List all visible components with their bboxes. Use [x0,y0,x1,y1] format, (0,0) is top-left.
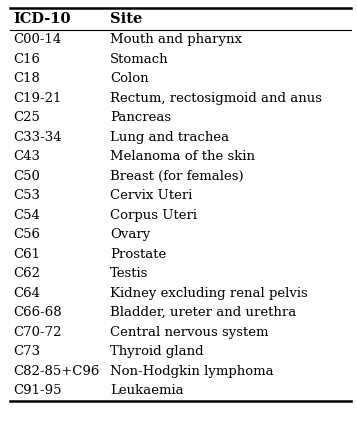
Text: C62: C62 [13,267,40,280]
Text: Kidney excluding renal pelvis: Kidney excluding renal pelvis [110,287,308,300]
Text: Prostate: Prostate [110,248,166,261]
Text: Mouth and pharynx: Mouth and pharynx [110,33,242,46]
Text: Corpus Uteri: Corpus Uteri [110,209,197,222]
Text: C82-85+C96: C82-85+C96 [13,365,99,378]
Text: C91-95: C91-95 [13,384,61,397]
Text: Breast (for females): Breast (for females) [110,170,244,183]
Text: C16: C16 [13,53,40,66]
Text: C00-14: C00-14 [13,33,61,46]
Text: Bladder, ureter and urethra: Bladder, ureter and urethra [110,306,296,319]
Text: Central nervous system: Central nervous system [110,326,269,339]
Text: Rectum, rectosigmoid and anus: Rectum, rectosigmoid and anus [110,92,322,105]
Text: Stomach: Stomach [110,53,169,66]
Text: Melanoma of the skin: Melanoma of the skin [110,150,255,163]
Text: Cervix Uteri: Cervix Uteri [110,189,192,202]
Text: C50: C50 [13,170,40,183]
Text: Lung and trachea: Lung and trachea [110,131,229,144]
Text: Leukaemia: Leukaemia [110,384,184,397]
Text: C61: C61 [13,248,40,261]
Text: C70-72: C70-72 [13,326,61,339]
Text: C43: C43 [13,150,40,163]
Text: Non-Hodgkin lymphoma: Non-Hodgkin lymphoma [110,365,274,378]
Text: C18: C18 [13,72,40,85]
Text: Site: Site [110,12,142,26]
Text: C19-21: C19-21 [13,92,61,105]
Text: C33-34: C33-34 [13,131,62,144]
Text: C64: C64 [13,287,40,300]
Text: C53: C53 [13,189,40,202]
Text: C66-68: C66-68 [13,306,62,319]
Text: C25: C25 [13,111,40,124]
Text: ICD-10: ICD-10 [13,12,70,26]
Text: Colon: Colon [110,72,149,85]
Text: Ovary: Ovary [110,228,150,241]
Text: Pancreas: Pancreas [110,111,171,124]
Text: C54: C54 [13,209,40,222]
Text: Testis: Testis [110,267,149,280]
Text: C56: C56 [13,228,40,241]
Text: C73: C73 [13,345,40,358]
Text: Thyroid gland: Thyroid gland [110,345,204,358]
